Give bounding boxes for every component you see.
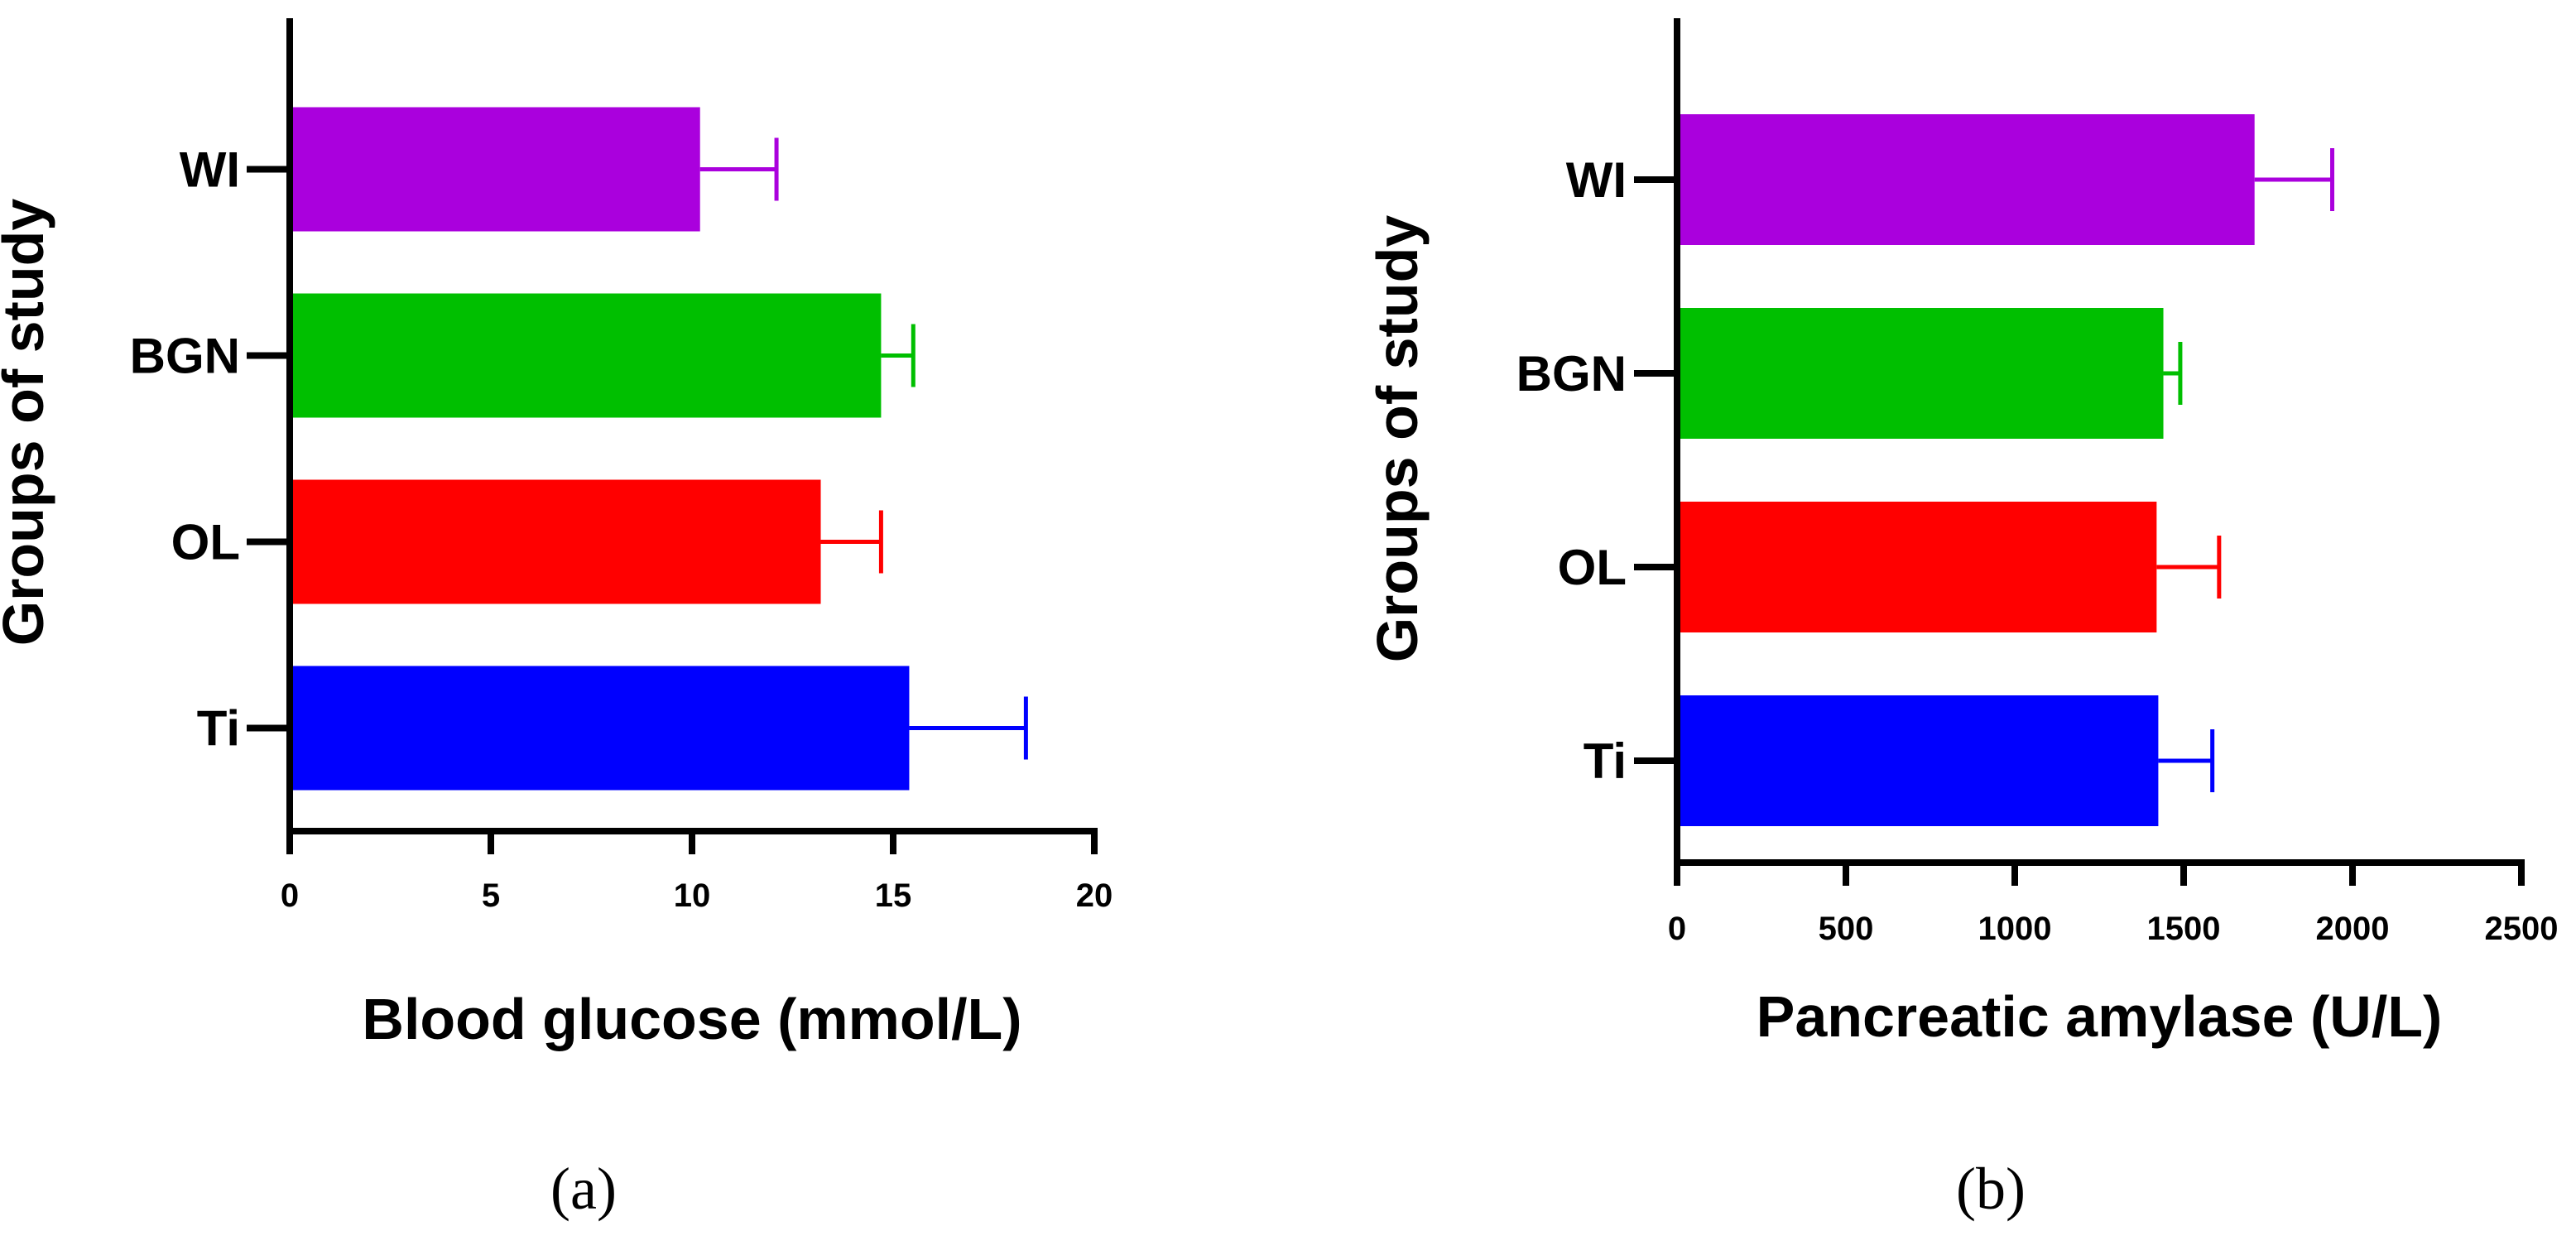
- bar-bgn: [1680, 308, 2164, 439]
- category-label-ol: OL: [1558, 540, 1627, 595]
- x-tick-label: 1000: [1978, 911, 2052, 947]
- x-tick-label: 500: [1819, 911, 1874, 947]
- category-label-bgn: BGN: [130, 329, 240, 384]
- category-label-wi: WI: [1566, 152, 1627, 208]
- x-tick-label: 0: [1668, 911, 1686, 947]
- panel-label: (a): [550, 1156, 617, 1222]
- category-label-wi: WI: [180, 142, 240, 198]
- x-tick-label: 0: [281, 877, 299, 914]
- x-tick-label: 5: [482, 877, 500, 914]
- y-axis-title: Groups of study: [0, 199, 55, 647]
- category-label-ti: Ti: [1584, 733, 1627, 789]
- x-axis-title: Pancreatic amylase (U/L): [1757, 984, 2443, 1049]
- x-tick-label: 20: [1076, 877, 1113, 914]
- category-label-bgn: BGN: [1516, 346, 1627, 401]
- category-label-ol: OL: [171, 515, 240, 570]
- bar-ti: [293, 666, 910, 791]
- x-tick-label: 15: [875, 877, 912, 914]
- bar-wi: [1680, 114, 2255, 245]
- y-axis-title: Groups of study: [1365, 215, 1430, 663]
- x-tick-label: 10: [674, 877, 711, 914]
- bar-ti: [1680, 695, 2159, 826]
- x-tick-label: 1500: [2147, 911, 2221, 947]
- panel-label: (b): [1956, 1156, 2026, 1222]
- x-tick-label: 2500: [2485, 911, 2559, 947]
- bar-ol: [293, 479, 821, 604]
- x-tick-label: 2000: [2316, 911, 2390, 947]
- chart-panel-1: WI BGN OL Ti 0 5 10 15 20 Blood glucose (mmol/L) G…: [0, 18, 1113, 1222]
- category-label-ti: Ti: [197, 701, 240, 757]
- chart-panel-2: WI BGN OL Ti 0 500 1000 1500 2000 2500 Pancreatic …: [1365, 18, 2558, 1222]
- bar-ol: [1680, 502, 2157, 632]
- x-axis-title: Blood glucose (mmol/L): [362, 987, 1021, 1051]
- bar-bgn: [293, 293, 882, 418]
- bar-wi: [293, 107, 700, 232]
